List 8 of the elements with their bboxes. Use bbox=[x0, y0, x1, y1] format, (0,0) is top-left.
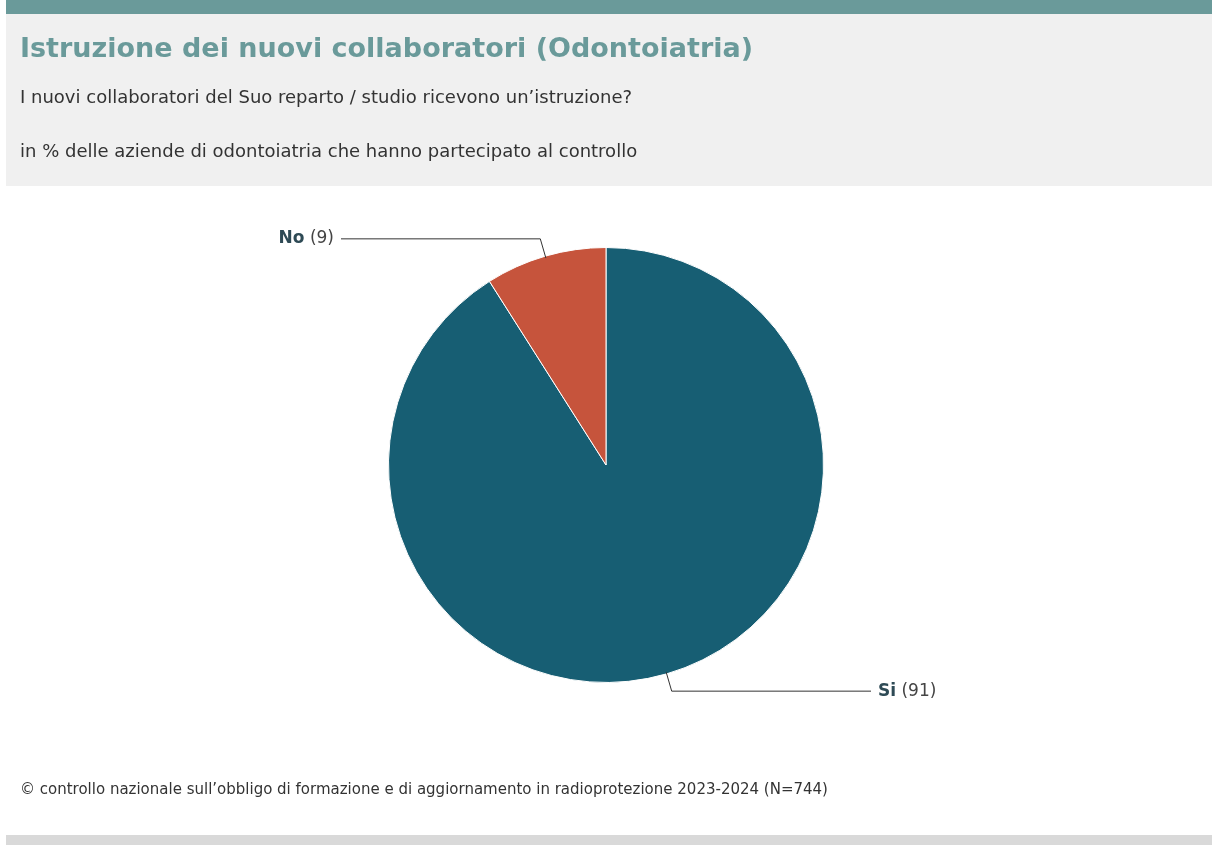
chart-subtitle: I nuovi collaboratori del Suo reparto / studio ricevono un’istruzione? bbox=[20, 86, 633, 107]
data-label: (91) bbox=[896, 679, 937, 700]
slice-label: Si bbox=[878, 679, 897, 700]
chart-title: Istruzione dei nuovi collaboratori (Odontoiatria) bbox=[20, 32, 754, 63]
text: © controllo nazionale sull’obbligo di formazione e di aggiornamento in radioprotezione 2023-2024 (N=744) bbox=[20, 780, 828, 798]
text: in % delle aziende di odontoiatria che hanno partecipato al controllo bbox=[20, 140, 638, 161]
data-label: (9) bbox=[304, 227, 334, 248]
slice-label: No bbox=[278, 227, 305, 248]
